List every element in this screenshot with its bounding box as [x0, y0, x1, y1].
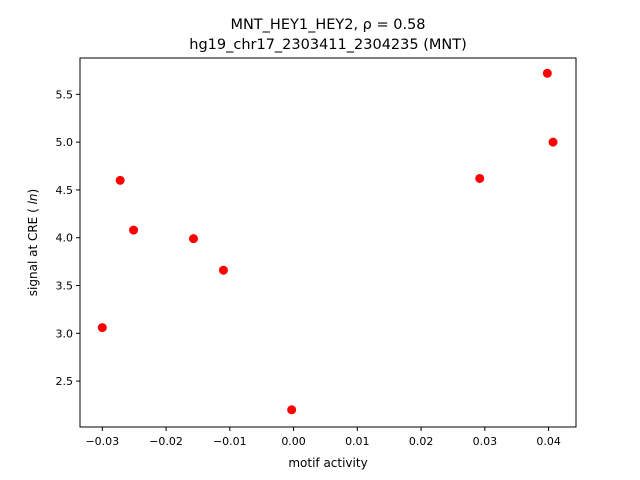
x-tick-label: 0.04	[536, 435, 561, 448]
data-point	[542, 68, 552, 78]
chart-subtitle: hg19_chr17_2303411_2304235 (MNT)	[189, 37, 466, 53]
y-tick-label: 4.5	[56, 184, 74, 197]
y-tick-label: 4.0	[56, 232, 74, 245]
x-axis: −0.03 −0.02 −0.01 0.00 0.01 0.02 0.03 0.04	[85, 427, 561, 448]
x-tick-label: −0.02	[149, 435, 183, 448]
y-tick-label: 5.5	[56, 88, 74, 101]
plot-area	[79, 57, 577, 428]
x-axis-label: motif activity	[288, 456, 367, 470]
y-axis: 2.5 3.0 3.5 4.0 4.5 5.0 5.5	[56, 88, 80, 388]
data-points	[97, 68, 558, 415]
y-axis-label-unit: ln	[26, 193, 40, 204]
chart-title: MNT_HEY1_HEY2, ρ = 0.58	[230, 17, 425, 33]
x-tick-label: 0.00	[281, 435, 306, 448]
data-point	[218, 265, 228, 275]
x-tick-label: 0.01	[345, 435, 370, 448]
y-axis-label-text: signal at CRE (	[26, 208, 40, 296]
data-point	[287, 405, 297, 415]
x-tick-label: −0.01	[213, 435, 247, 448]
data-point	[188, 234, 198, 244]
data-point	[475, 173, 485, 183]
y-axis-label-tail: )	[26, 189, 40, 194]
y-tick-label: 3.5	[56, 280, 74, 293]
x-tick-label: 0.03	[473, 435, 498, 448]
y-tick-label: 3.0	[56, 327, 74, 340]
data-point	[97, 323, 107, 333]
data-point	[115, 175, 125, 185]
y-tick-label: 5.0	[56, 136, 74, 149]
data-point	[548, 137, 558, 147]
x-tick-label: 0.02	[409, 435, 434, 448]
data-point	[129, 225, 139, 235]
x-tick-label: −0.03	[85, 435, 119, 448]
y-tick-label: 2.5	[56, 375, 74, 388]
y-axis-label: signal at CRE ( ln)	[26, 189, 40, 296]
